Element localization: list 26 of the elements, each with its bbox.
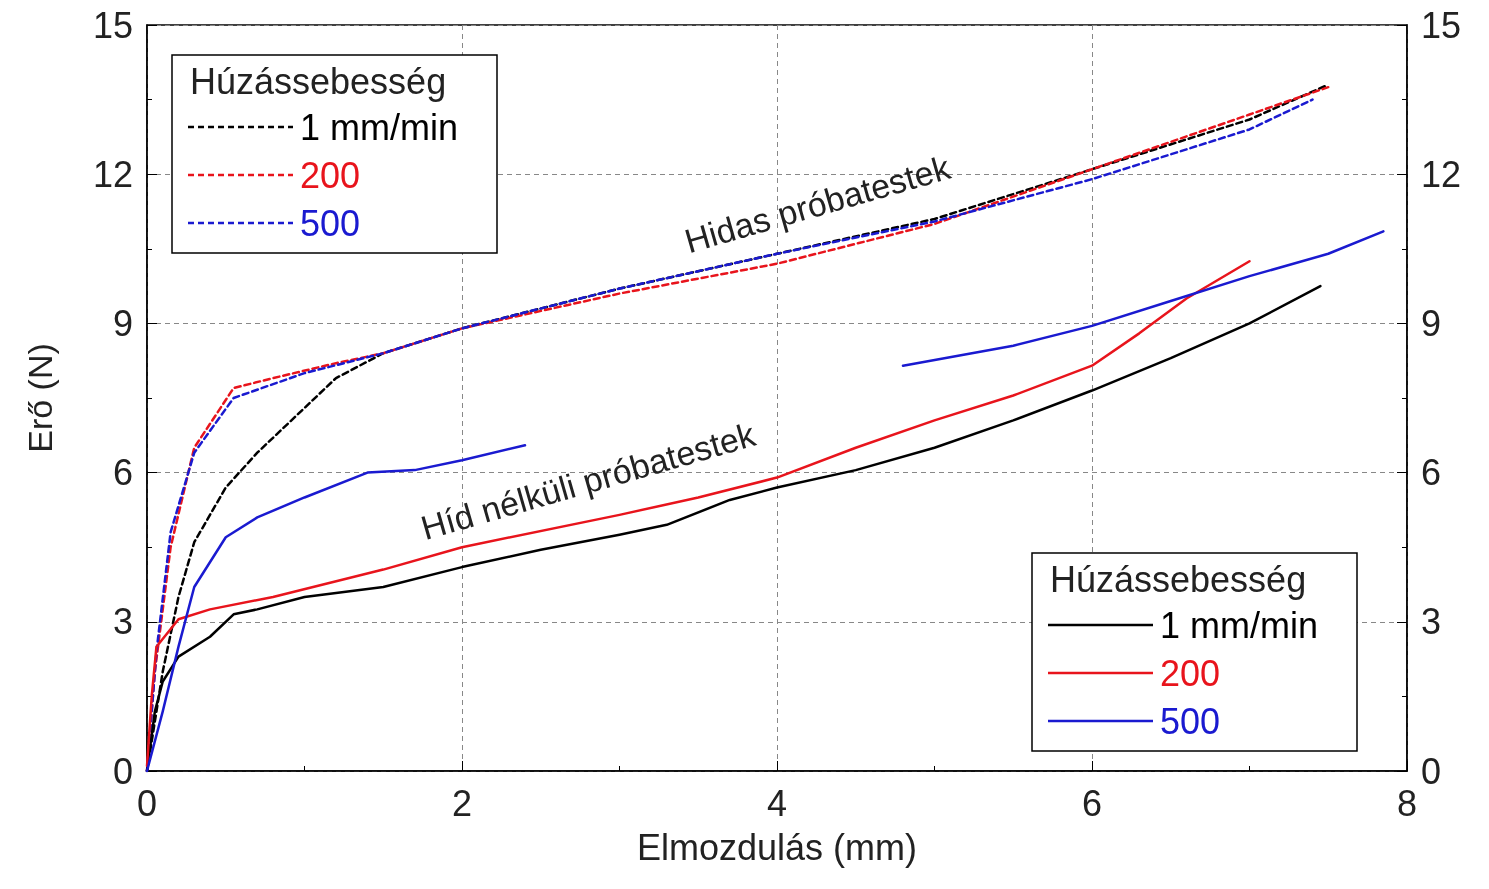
y-tick-label: 9 [112, 302, 133, 344]
legend-label: 200 [1160, 652, 1221, 694]
y-tick-label: 3 [112, 601, 133, 643]
legend-label: 1 mm/min [300, 106, 459, 148]
legend-label: 500 [300, 202, 361, 244]
x-tick-label: 6 [1081, 782, 1103, 824]
y2-tick-label: 12 [1421, 153, 1462, 195]
y2-tick-label: 6 [1421, 452, 1442, 494]
y-tick-label: 0 [112, 750, 133, 792]
y2-tick-label: 15 [1421, 4, 1462, 46]
legend-label: 200 [300, 154, 361, 196]
y-tick-label: 6 [112, 452, 133, 494]
y2-tick-label: 3 [1421, 601, 1442, 643]
x-tick-label: 2 [451, 782, 473, 824]
legend-title: Húzássebesség [190, 60, 447, 102]
y-axis-title: Erő (N) [21, 343, 59, 453]
x-tick-label: 4 [766, 782, 788, 824]
legend-label: 500 [1160, 700, 1221, 742]
legend-label: 1 mm/min [1160, 604, 1319, 646]
x-axis-title: Elmozdulás (mm) [636, 826, 918, 868]
y2-tick-label: 9 [1421, 302, 1442, 344]
y2-tick-label: 0 [1421, 750, 1442, 792]
y-tick-label: 12 [92, 153, 133, 195]
x-tick-label: 8 [1396, 782, 1418, 824]
text: Húzássebesség [1050, 558, 1307, 600]
y-tick-label: 15 [92, 4, 133, 46]
